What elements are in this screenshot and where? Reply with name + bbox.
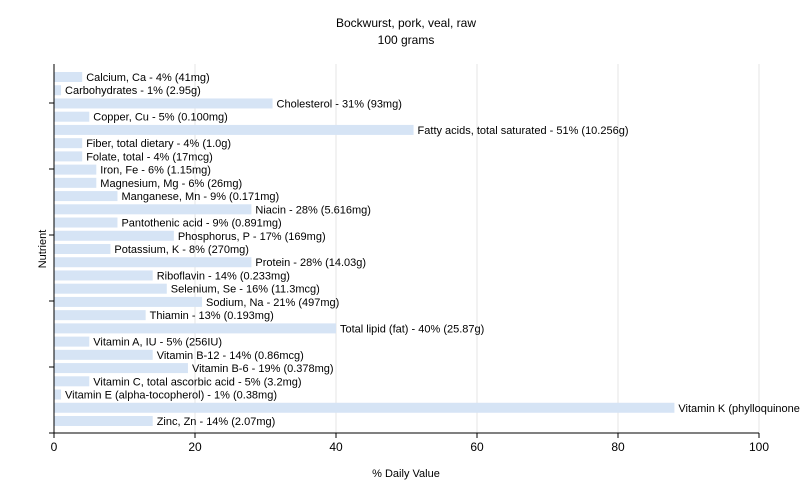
bar-label: Potassium, K - 8% (270mg) — [114, 244, 249, 256]
bar-label: Riboflavin - 14% (0.233mg) — [157, 270, 290, 282]
x-tick-label: 40 — [329, 440, 343, 454]
bar — [54, 389, 62, 400]
bar — [54, 349, 153, 360]
bar — [54, 111, 90, 122]
bar — [54, 124, 414, 135]
bar — [54, 72, 83, 82]
bar-label: Iron, Fe - 6% (1.15mg) — [100, 165, 211, 177]
bar-label: Selenium, Se - 16% (11.3mcg) — [171, 284, 320, 296]
bar — [54, 296, 203, 307]
bar — [54, 191, 118, 202]
x-axis-title: % Daily Value — [372, 468, 440, 480]
bar-label: Vitamin K (phylloquinone) - 88% (70.2mcg… — [678, 403, 800, 415]
chart-title: Bockwurst, pork, veal, raw — [336, 16, 476, 30]
bar-label: Cholesterol - 31% (93mg) — [277, 98, 402, 110]
bar — [54, 363, 188, 374]
bar — [54, 230, 174, 241]
bar-label: Thiamin - 13% (0.193mg) — [150, 310, 274, 322]
bar — [54, 402, 675, 413]
bar — [54, 257, 252, 268]
x-tick-label: 20 — [188, 440, 202, 454]
bar-label: Magnesium, Mg - 6% (26mg) — [100, 178, 242, 190]
bar — [54, 244, 111, 254]
bar-label: Vitamin A, IU - 5% (256IU) — [93, 337, 222, 349]
bar-label: Niacin - 28% (5.616mg) — [255, 204, 371, 216]
x-ticks: 0 20 40 60 80 100 — [51, 433, 769, 454]
bar — [54, 98, 273, 109]
bar — [54, 376, 90, 387]
bars: Calcium, Ca - 4% (41mg)Carbohydrates - 1… — [54, 72, 800, 428]
bar — [54, 164, 97, 175]
bar — [54, 138, 83, 149]
bar — [54, 151, 83, 162]
bar-label: Phosphorus, P - 17% (169mg) — [178, 231, 326, 243]
bar-label: Fiber, total dietary - 4% (1.0g) — [86, 138, 231, 150]
bar-label: Folate, total - 4% (17mcg) — [86, 151, 213, 163]
bar — [54, 270, 153, 281]
bar-label: Fatty acids, total saturated - 51% (10.2… — [418, 125, 629, 137]
bar — [54, 336, 90, 347]
x-tick-label: 100 — [749, 440, 769, 454]
bar-label: Carbohydrates - 1% (2.95g) — [65, 85, 201, 97]
bar-label: Vitamin B-12 - 14% (0.86mcg) — [157, 350, 304, 362]
x-tick-label: 0 — [51, 440, 58, 454]
bar — [54, 416, 153, 426]
bar-label: Pantothenic acid - 9% (0.891mg) — [121, 218, 281, 230]
bar-label: Zinc, Zn - 14% (2.07mg) — [157, 416, 276, 428]
x-tick-label: 80 — [611, 440, 625, 454]
bar-label: Vitamin C, total ascorbic acid - 5% (3.2… — [93, 376, 301, 388]
bar — [54, 283, 167, 294]
bar-label: Copper, Cu - 5% (0.100mg) — [93, 112, 228, 124]
x-tick-label: 60 — [470, 440, 484, 454]
bar — [54, 323, 336, 334]
bar — [54, 204, 252, 215]
bar-label: Total lipid (fat) - 40% (25.87g) — [340, 323, 484, 335]
bar — [54, 310, 146, 321]
axes — [49, 64, 759, 434]
y-axis-title: Nutrient — [37, 230, 49, 269]
bar-label: Calcium, Ca - 4% (41mg) — [86, 72, 209, 84]
bar-label: Protein - 28% (14.03g) — [255, 257, 366, 269]
chart-subtitle: 100 grams — [378, 33, 435, 47]
bar — [54, 217, 118, 228]
bar — [54, 85, 62, 96]
bar-label: Vitamin B-6 - 19% (0.378mg) — [192, 363, 334, 375]
bar-label: Vitamin E (alpha-tocopherol) - 1% (0.38m… — [65, 390, 277, 402]
bar-label: Sodium, Na - 21% (497mg) — [206, 297, 339, 309]
bar-label: Manganese, Mn - 9% (0.171mg) — [121, 191, 279, 203]
bar — [54, 177, 97, 188]
